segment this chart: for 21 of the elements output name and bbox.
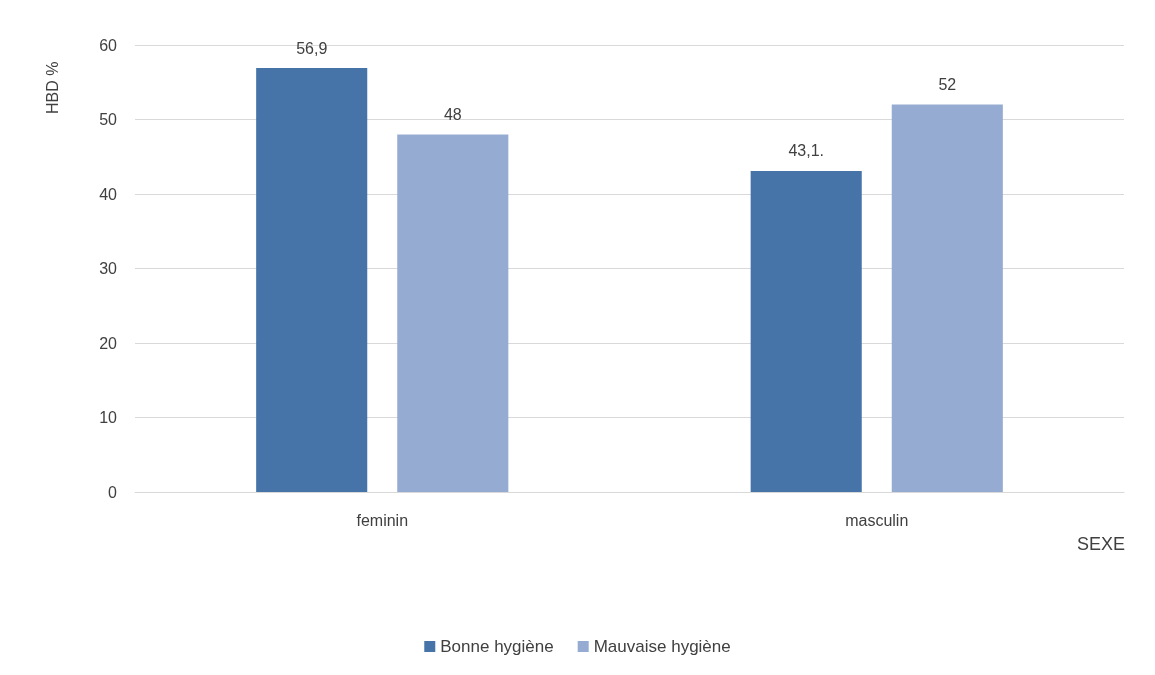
legend-label: Bonne hygiène [440,637,554,656]
y-tick-label: 10 [99,409,118,426]
data-label: 52 [938,76,957,94]
legend-label: Mauvaise hygiène [593,637,731,656]
y-tick-label: 0 [108,483,118,501]
data-label: 48 [443,105,462,123]
data-label: 43,1. [788,142,824,160]
x-tick-label: masculin [845,511,909,529]
bar [397,134,509,492]
y-tick-label: 30 [99,260,118,277]
data-label: 56,9 [296,39,328,57]
y-tick-label: 60 [99,36,118,54]
y-tick-label: 40 [99,185,118,203]
y-axis-title: HBD % [43,61,61,114]
x-axis-title: SEXE [1076,534,1126,554]
x-tick-label: feminin [356,511,409,529]
bar [891,104,1003,492]
y-tick-label: 50 [99,111,118,128]
y-tick-label: 20 [99,334,118,352]
bar [750,170,862,492]
bar [256,68,368,492]
